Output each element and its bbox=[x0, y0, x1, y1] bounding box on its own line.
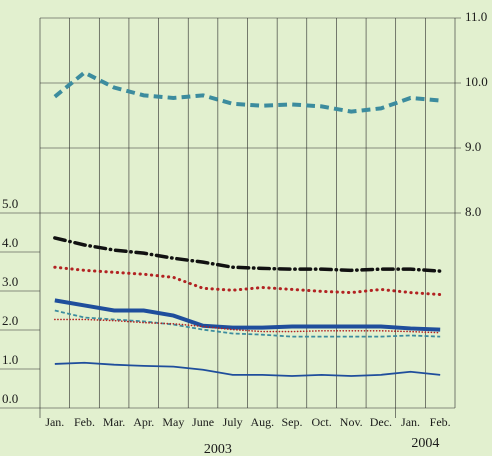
x-tick-label: Jan. bbox=[45, 415, 64, 429]
series-line bbox=[54, 318, 441, 334]
y-tick-label: 3.0 bbox=[2, 274, 18, 289]
x-tick-label: Oct. bbox=[311, 415, 331, 429]
y2-tick-label: 11.0 bbox=[465, 9, 487, 24]
series-line bbox=[54, 298, 441, 332]
x-tick-label: Feb. bbox=[430, 415, 451, 429]
x-tick-label: Apr. bbox=[133, 415, 154, 429]
series-line bbox=[53, 265, 442, 297]
x-tick-label: Mar. bbox=[103, 415, 125, 429]
y2-tick-label: 8.0 bbox=[465, 204, 481, 219]
x-tick-label: Nov. bbox=[340, 415, 363, 429]
y2-tick-label: 10.0 bbox=[465, 74, 488, 89]
y-tick-label: 5.0 bbox=[2, 196, 18, 211]
x-tick-label: Dec. bbox=[370, 415, 392, 429]
year-label: 2004 bbox=[411, 436, 439, 451]
series-line bbox=[53, 70, 441, 114]
series-line bbox=[54, 361, 441, 377]
y-tick-label: 0.0 bbox=[2, 391, 18, 406]
x-tick-label: Feb. bbox=[74, 415, 95, 429]
y-tick-label: 2.0 bbox=[2, 313, 18, 328]
year-label: 2003 bbox=[204, 442, 232, 456]
x-tick-label: June bbox=[192, 415, 214, 429]
y-tick-label: 1.0 bbox=[2, 352, 18, 367]
series-line bbox=[53, 236, 442, 273]
x-tick-label: May bbox=[162, 415, 184, 429]
y2-tick-label: 9.0 bbox=[465, 139, 481, 154]
series-line bbox=[54, 309, 441, 338]
x-tick-label: Aug. bbox=[250, 415, 274, 429]
x-tick-label: Jan. bbox=[401, 415, 420, 429]
x-tick-label: July bbox=[223, 415, 243, 429]
y-tick-label: 4.0 bbox=[2, 235, 18, 250]
x-tick-label: Sep. bbox=[281, 415, 302, 429]
